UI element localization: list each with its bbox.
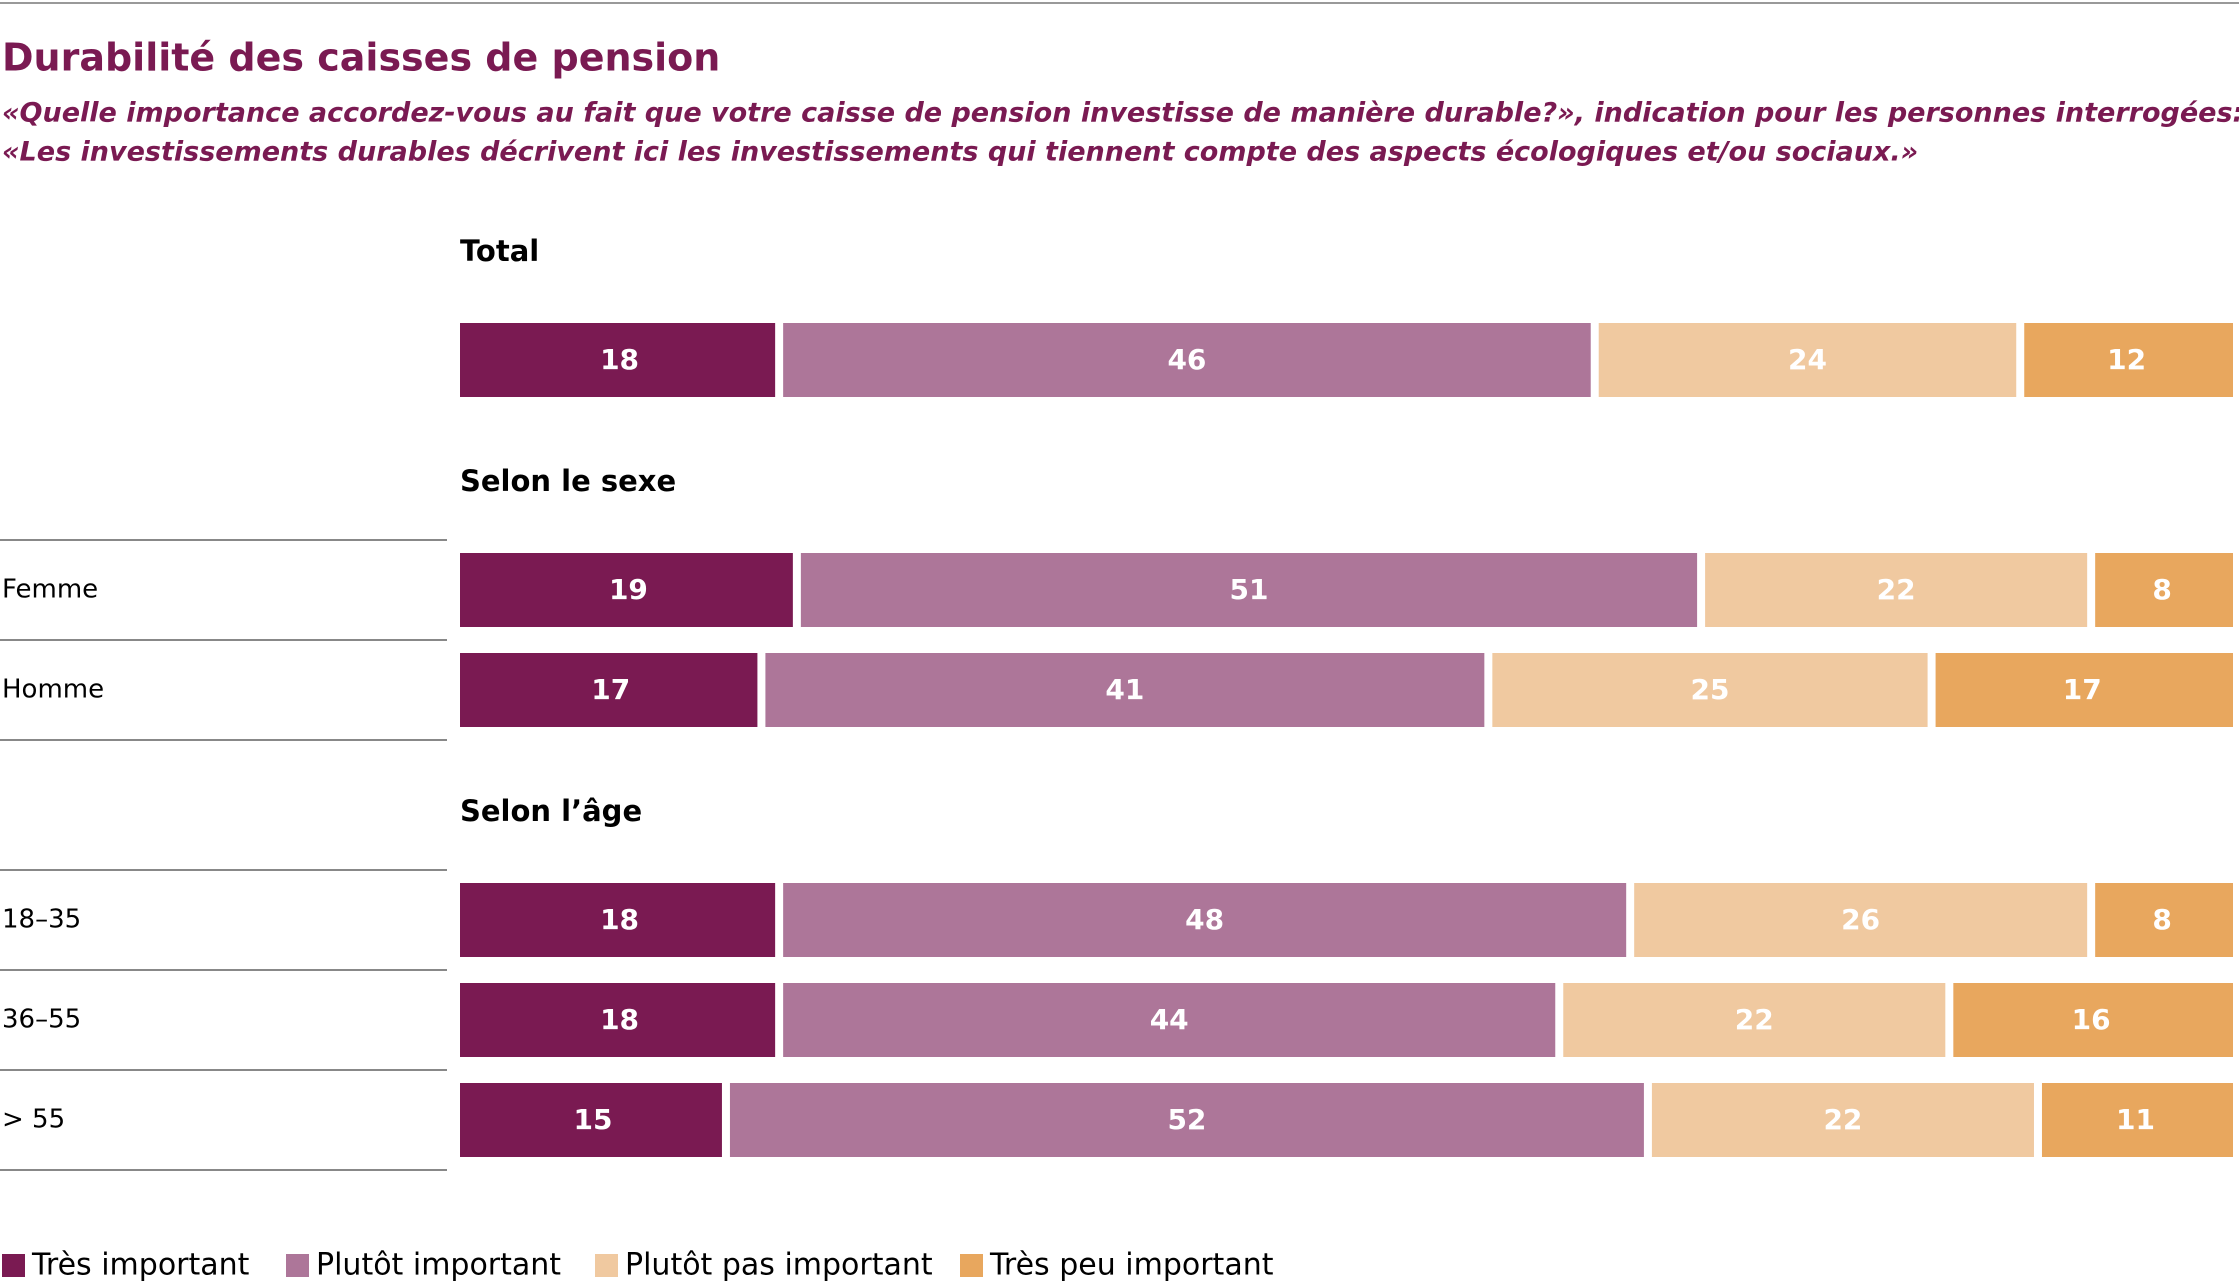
value-label: 41 [1105, 673, 1144, 706]
chart-title: Durabilité des caisses de pension [2, 36, 720, 80]
value-label: 12 [2107, 343, 2146, 376]
value-label: 22 [1735, 1003, 1774, 1036]
legend-swatch [595, 1254, 618, 1277]
row-label: Homme [2, 675, 104, 705]
bar-segment [800, 553, 1698, 627]
bar-segment [2041, 1083, 2233, 1157]
value-label: 18 [600, 1003, 639, 1036]
bar-segment [2095, 553, 2233, 627]
legend-label: Plutôt pas important [625, 1248, 933, 1283]
bar-segment [783, 883, 1627, 957]
value-label: 25 [1690, 673, 1729, 706]
value-label: 22 [1823, 1103, 1862, 1136]
legend-label: Plutôt important [316, 1248, 561, 1283]
bar-segment [460, 983, 776, 1057]
value-label: 22 [1877, 573, 1916, 606]
value-label: 8 [2152, 573, 2171, 606]
legend-swatch [960, 1254, 983, 1277]
bar-segment [1651, 1083, 2034, 1157]
value-label: 26 [1841, 903, 1880, 936]
group-heading: Selon l’âge [460, 794, 642, 828]
row-label: 18–35 [2, 905, 81, 935]
bar-segment [1935, 653, 2233, 727]
value-label: 19 [609, 573, 648, 606]
legend-swatch [286, 1254, 309, 1277]
row-label: 36–55 [2, 1005, 81, 1035]
bar-segment [783, 323, 1591, 397]
value-label: 18 [600, 903, 639, 936]
row-label: > 55 [2, 1105, 65, 1135]
bar-segment [783, 983, 1556, 1057]
value-label: 17 [2063, 673, 2102, 706]
value-label: 51 [1230, 573, 1269, 606]
value-label: 24 [1788, 343, 1827, 376]
legend-label: Très peu important [989, 1248, 1274, 1283]
value-label: 18 [600, 343, 639, 376]
group-heading: Total [460, 234, 539, 268]
bar-segment [460, 653, 758, 727]
value-label: 17 [591, 673, 630, 706]
bar-segment [1705, 553, 2088, 627]
legend-swatch [2, 1254, 25, 1277]
value-label: 15 [573, 1103, 612, 1136]
value-label: 44 [1150, 1003, 1189, 1036]
bar-segment [460, 883, 776, 957]
bar-segment [460, 1083, 722, 1157]
bar-segment [729, 1083, 1644, 1157]
bar-segment [1492, 653, 1928, 727]
bar-segment [460, 553, 793, 627]
value-label: 8 [2152, 903, 2171, 936]
bar-segment [1598, 323, 2017, 397]
value-label: 16 [2072, 1003, 2111, 1036]
subtitle: «Les investissements durables décrivent … [2, 137, 1918, 168]
group-heading: Selon le sexe [460, 464, 676, 498]
bar-segment [1563, 983, 1946, 1057]
bar-segment [460, 323, 776, 397]
row-label: Femme [2, 575, 98, 605]
legend-label: Très important [31, 1248, 250, 1283]
bar-segment [765, 653, 1485, 727]
bar-segment [1634, 883, 2088, 957]
value-label: 52 [1167, 1103, 1206, 1136]
bar-segment [1953, 983, 2233, 1057]
value-label: 48 [1185, 903, 1224, 936]
subtitle: «Quelle importance accordez-vous au fait… [2, 98, 2239, 129]
value-label: 46 [1167, 343, 1206, 376]
bar-segment [2095, 883, 2233, 957]
bar-segment [2024, 323, 2233, 397]
value-label: 11 [2116, 1103, 2155, 1136]
